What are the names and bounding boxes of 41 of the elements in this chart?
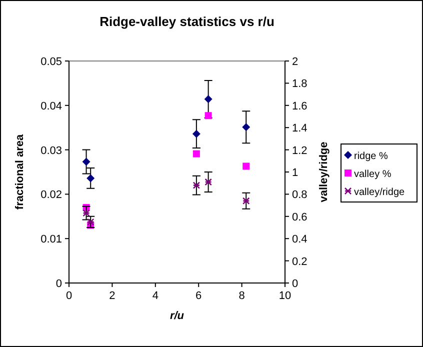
point xyxy=(204,95,212,104)
y2-tick-label: 0.2 xyxy=(292,256,308,268)
point xyxy=(242,197,250,205)
y2-tick-label: 1.6 xyxy=(292,100,308,112)
legend-label: valley/ridge xyxy=(354,187,406,198)
y2-tick-label: 1.8 xyxy=(292,78,308,90)
chart-title: Ridge-valley statistics vs r/u xyxy=(100,14,274,29)
y-tick-label: 0.02 xyxy=(40,189,62,202)
x-tick-label: 10 xyxy=(278,290,292,302)
point xyxy=(192,130,200,138)
y2-axis-title: valley/ridge xyxy=(318,142,330,202)
y-tick-label: 0 xyxy=(56,278,62,290)
point xyxy=(204,112,212,120)
y2-tick-label: 2 xyxy=(292,56,298,68)
point xyxy=(204,178,212,186)
legend-label: valley % xyxy=(354,169,392,180)
point xyxy=(242,162,250,170)
point xyxy=(242,123,250,132)
y-tick-label: 0.05 xyxy=(40,56,62,68)
point xyxy=(192,182,200,189)
x-tick-label: 0 xyxy=(66,290,72,302)
y-tick-label: 0.04 xyxy=(40,100,62,112)
y2-tick-label: 1 xyxy=(292,167,298,179)
x-tick-label: 2 xyxy=(109,290,116,302)
y-tick-label: 0.03 xyxy=(40,144,62,157)
y2-tick-label: 0.4 xyxy=(292,234,308,246)
x-tick-label: 6 xyxy=(196,290,202,302)
y2-tick-label: 0 xyxy=(292,278,298,290)
y-tick-label: 0.01 xyxy=(40,234,62,246)
y2-tick-label: 1.2 xyxy=(292,144,308,157)
x-axis-title: r/u xyxy=(170,310,184,322)
y-axis-title: fractional area xyxy=(14,134,26,210)
point xyxy=(192,150,200,158)
point xyxy=(86,174,95,182)
y2-tick-label: 1.4 xyxy=(292,122,308,135)
y2-tick-label: 0.6 xyxy=(292,211,308,224)
x-tick-label: 8 xyxy=(238,290,245,302)
point xyxy=(82,158,90,166)
y2-tick-label: 0.8 xyxy=(292,189,308,202)
legend-label: ridge % xyxy=(354,151,388,162)
x-tick-label: 4 xyxy=(152,290,158,302)
